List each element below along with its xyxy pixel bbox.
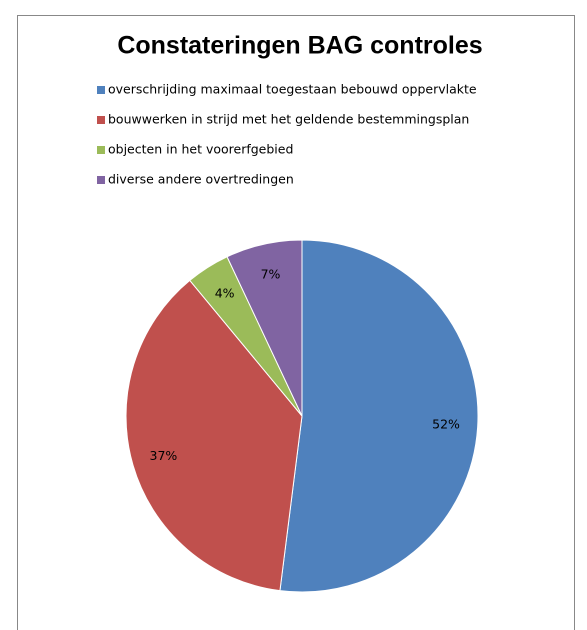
- data-label: 37%: [150, 448, 178, 463]
- data-label: 4%: [215, 286, 235, 301]
- pie-slice: [279, 239, 479, 593]
- data-label: 7%: [261, 267, 281, 282]
- chart-title: Constateringen BAG controles: [117, 32, 482, 60]
- legend-swatch: [97, 146, 105, 154]
- legend-label: diverse andere overtredingen: [108, 172, 294, 187]
- pie-slice: [226, 239, 303, 417]
- legend-swatch: [97, 116, 105, 124]
- legend-label: bouwwerken in strijd met het geldende be…: [108, 112, 469, 127]
- pie-slice: [125, 279, 303, 592]
- legend-swatch: [97, 86, 105, 94]
- legend-swatch: [97, 176, 105, 184]
- legend-label: overschrijding maximaal toegestaan bebou…: [108, 82, 477, 97]
- legend-label: objecten in het voorerfgebied: [108, 142, 293, 157]
- data-label: 52%: [432, 417, 460, 432]
